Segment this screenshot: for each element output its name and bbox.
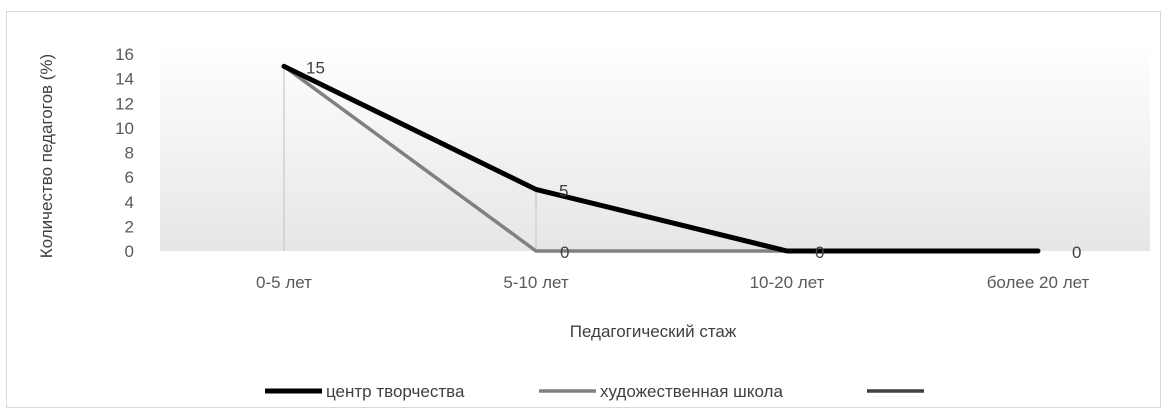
- x-axis-ticks: 0-5 лет 5-10 лет 10-20 лет более 20 лет: [256, 273, 1089, 292]
- y-tick-label: 4: [125, 193, 134, 212]
- data-label: 5: [559, 181, 568, 200]
- data-label: 0: [815, 243, 824, 262]
- y-tick-label: 6: [125, 168, 134, 187]
- y-tick-label: 14: [115, 70, 134, 89]
- y-tick-label: 2: [125, 217, 134, 236]
- data-label: 0: [560, 243, 569, 262]
- y-tick-label: 12: [115, 94, 134, 113]
- series-lines: [281, 63, 1041, 254]
- series-line-0: [281, 63, 1041, 254]
- y-tick-label: 0: [125, 242, 134, 261]
- data-labels: 15 5 0 0 0: [306, 58, 1081, 262]
- data-label: 0: [1072, 243, 1081, 262]
- x-tick-label: 10-20 лет: [750, 273, 825, 292]
- x-tick-label: 0-5 лет: [256, 273, 312, 292]
- data-label: 15: [306, 58, 325, 77]
- y-tick-label: 16: [115, 45, 134, 64]
- legend-label: центр творчества: [326, 382, 465, 401]
- legend-label: художественная школа: [600, 382, 783, 401]
- drop-lines: [283, 66, 537, 251]
- y-tick-label: 10: [115, 119, 134, 138]
- legend: центр творчества художественная школа: [265, 382, 924, 401]
- x-tick-label: 5-10 лет: [503, 273, 569, 292]
- y-axis-title: Количество педагогов (%): [37, 54, 56, 258]
- x-tick-label: более 20 лет: [987, 273, 1090, 292]
- y-axis-ticks: 0 2 4 6 8 10 12 14 16: [115, 45, 134, 261]
- y-tick-label: 8: [125, 144, 134, 163]
- x-axis-title: Педагогический стаж: [570, 322, 737, 341]
